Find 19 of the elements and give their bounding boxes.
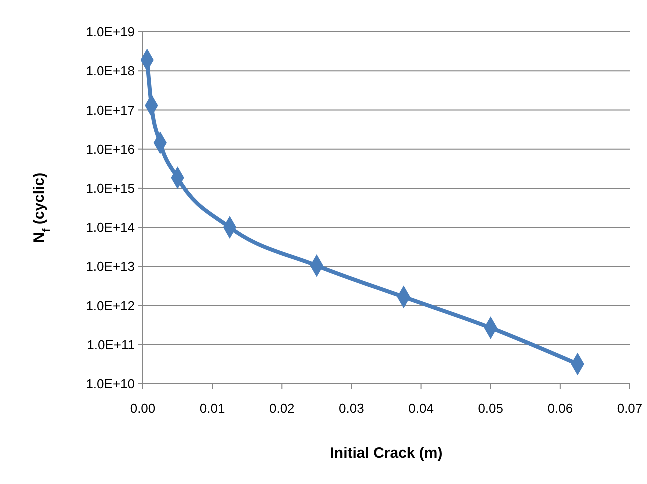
x-tick-label: 0.05 [478, 401, 504, 416]
y-tick-label: 1.0E+18 [86, 64, 135, 79]
x-tick-label: 0.03 [339, 401, 364, 416]
x-tick-label: 0.06 [548, 401, 574, 416]
x-tick-label: 0.00 [130, 401, 156, 416]
y-tick-label: 1.0E+17 [86, 102, 135, 118]
x-axis-title: Initial Crack (m) [330, 445, 443, 462]
y-tick-label: 1.0E+16 [86, 142, 135, 157]
x-tick-label: 0.04 [408, 401, 434, 416]
x-tick-label: 0.02 [269, 401, 295, 416]
y-tick-label: 1.0E+12 [86, 298, 135, 314]
y-tick-label: 1.0E+14 [86, 220, 135, 236]
y-tick-label: 1.0E+11 [87, 337, 135, 352]
x-tick-label: 0.07 [617, 401, 643, 416]
y-tick-label: 1.0E+13 [86, 259, 135, 274]
y-tick-label: 1.0E+10 [86, 376, 135, 392]
y-tick-label: 1.0E+19 [86, 24, 135, 40]
y-tick-label: 1.0E+15 [86, 180, 135, 196]
x-tick-label: 0.01 [200, 401, 226, 416]
